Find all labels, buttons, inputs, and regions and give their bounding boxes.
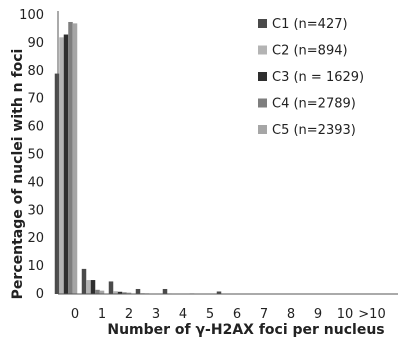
bar [99,290,105,294]
legend: C1 (n=427) C2 (n=894) C3 (n = 1629) C4 (n=2… [258,17,364,138]
bar [59,37,64,294]
x-axis-ticks: 0 1 2 3 4 5 6 7 8 9 10 >10 [71,307,386,322]
y-tick-label: 80 [27,64,44,79]
x-tick-label: 3 [152,307,160,322]
legend-swatch [258,45,267,55]
bar [68,21,73,294]
bar-series [54,21,226,295]
bar [86,280,91,294]
y-tick-label: 70 [27,92,44,107]
x-tick-label: >10 [358,307,385,322]
y-tick-label: 30 [27,203,44,218]
legend-label: C5 (n=2393) [272,123,356,138]
y-tick-label: 40 [27,175,44,190]
x-tick-label: 1 [98,307,106,322]
bar [216,291,222,294]
x-tick-label: 10 [337,307,354,322]
y-tick-label: 60 [27,120,44,135]
bar [72,23,78,295]
bar [63,34,69,294]
legend-swatch [258,19,267,28]
bar [135,288,141,294]
x-tick-label: 5 [206,307,214,322]
legend-swatch [258,125,267,134]
x-tick-label: 0 [71,307,79,322]
bar [54,73,60,294]
x-tick-label: 9 [314,307,322,322]
bar [117,291,123,294]
bar [122,292,127,294]
x-tick-label: 2 [125,307,133,322]
bar [81,268,87,294]
y-tick-label: 50 [27,148,44,163]
legend-swatch [258,72,267,81]
x-tick-label: 6 [233,307,241,322]
x-tick-label: 7 [260,307,268,322]
y-tick-label: 20 [27,231,44,246]
y-tick-label: 10 [27,259,44,274]
y-tick-label: 90 [27,36,44,51]
legend-label: C2 (n=894) [272,44,348,59]
legend-swatch [258,98,267,108]
bar [162,288,168,294]
x-tick-label: 4 [179,307,187,322]
bar [90,280,96,294]
y-tick-label: 0 [36,287,44,302]
x-tick-label: 8 [287,307,295,322]
legend-label: C4 (n=2789) [272,97,356,112]
bar [95,289,100,294]
legend-label: C1 (n=427) [272,17,348,32]
y-axis-ticks: 0 10 20 30 40 50 60 70 80 90 100 [19,8,44,302]
bar [126,292,132,294]
x-axis-label: Number of γ-H2AX foci per nucleus [107,322,384,338]
bar [113,291,118,294]
y-tick-label: 100 [19,8,44,23]
y-axis-label: Percentage of nuclei with n foci [10,49,26,300]
bar [108,281,114,294]
legend-label: C3 (n = 1629) [272,70,364,85]
